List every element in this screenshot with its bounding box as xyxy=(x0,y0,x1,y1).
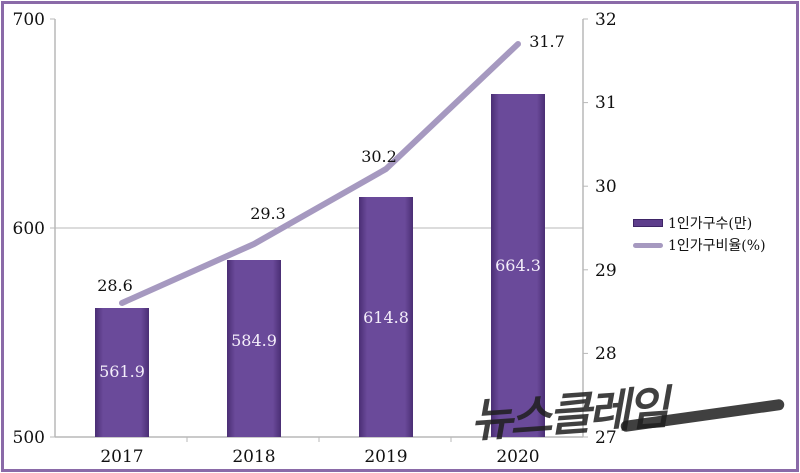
right-tick-31: 31 xyxy=(595,93,617,113)
bar-label-2017: 561.9 xyxy=(99,362,145,381)
bar-2020 xyxy=(491,94,545,437)
line-label-2019: 30.2 xyxy=(361,147,397,166)
x-tick-2019: 2019 xyxy=(364,447,407,467)
bar-2019 xyxy=(359,197,413,437)
bar-swatch-icon xyxy=(633,219,663,227)
line-swatch-icon xyxy=(633,242,663,248)
line-label-2017: 28.6 xyxy=(97,276,133,295)
left-tick-700: 700 xyxy=(13,10,45,30)
bar-label-2020: 664.3 xyxy=(495,256,541,275)
bar-2017 xyxy=(95,308,149,437)
x-tick-2020: 2020 xyxy=(496,447,539,467)
legend-label-households: 1인가구수(만) xyxy=(668,216,753,232)
legend: 1인가구수(만) 1인가구비율(%) xyxy=(633,212,766,256)
right-tick-32: 32 xyxy=(595,10,617,30)
line-label-2020: 31.7 xyxy=(529,32,565,51)
right-tick-27: 27 xyxy=(595,428,617,448)
legend-label-ratio: 1인가구비율(%) xyxy=(668,238,766,254)
left-tick-500: 500 xyxy=(13,428,45,448)
bar-label-2018: 584.9 xyxy=(231,331,277,350)
right-tick-28: 28 xyxy=(595,344,617,364)
right-tick-30: 30 xyxy=(595,177,617,197)
bar-2018 xyxy=(227,260,281,437)
left-tick-600: 600 xyxy=(13,219,45,239)
legend-item-ratio: 1인가구비율(%) xyxy=(633,234,766,256)
legend-item-households: 1인가구수(만) xyxy=(633,212,766,234)
x-tick-2018: 2018 xyxy=(232,447,275,467)
line-label-2018: 29.3 xyxy=(250,204,286,223)
bar-label-2019: 614.8 xyxy=(363,308,409,327)
x-tick-2017: 2017 xyxy=(100,447,143,467)
right-tick-29: 29 xyxy=(595,261,617,281)
ratio-line xyxy=(119,41,521,306)
watermark: 뉴스클레임 xyxy=(468,380,669,448)
